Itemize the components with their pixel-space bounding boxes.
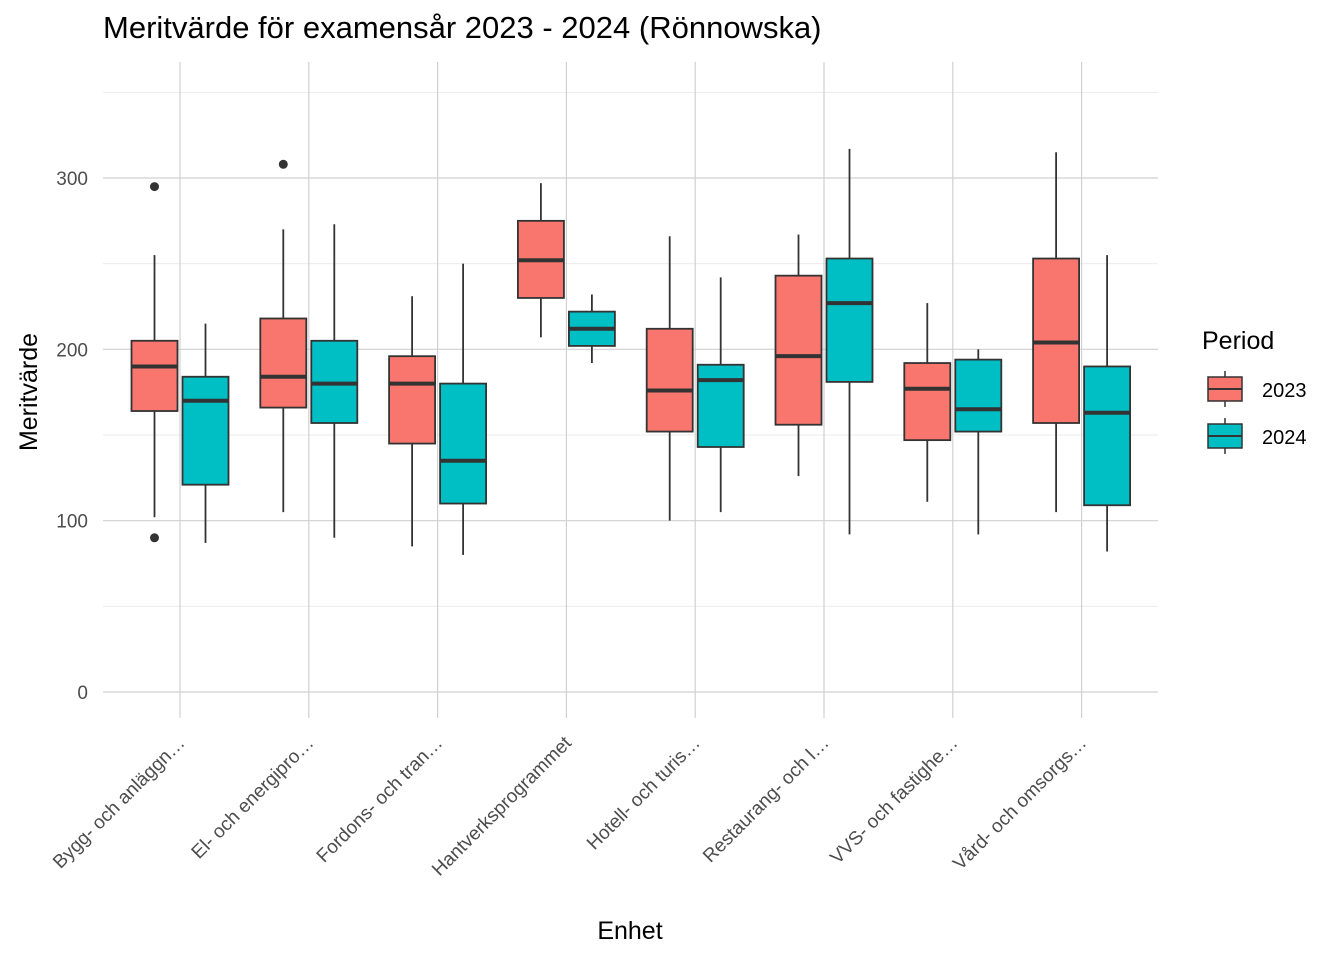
x-tick-label: VVS- och fastighe… bbox=[827, 733, 963, 869]
y-axis-ticks: 0 100 200 300 bbox=[56, 169, 88, 704]
box-rect bbox=[1083, 365, 1131, 507]
x-axis-title: Enhet bbox=[597, 917, 662, 945]
grid-lines bbox=[103, 62, 1158, 718]
legend: Period 2023 2024 bbox=[1202, 327, 1307, 454]
boxes-layer bbox=[130, 148, 1131, 555]
box-2023-0 bbox=[130, 182, 179, 543]
box-2024-2 bbox=[439, 263, 488, 555]
box-2023-5 bbox=[774, 234, 823, 477]
box-rect bbox=[130, 339, 179, 412]
x-tick-label: Hotell- och turis… bbox=[583, 733, 705, 855]
box-rect bbox=[645, 327, 694, 433]
outlier-point bbox=[150, 533, 159, 543]
x-tick-label: Hantverksprogrammet bbox=[428, 732, 576, 880]
y-tick-label: 200 bbox=[56, 340, 88, 361]
box-2024-6 bbox=[954, 349, 1003, 535]
y-tick-label: 100 bbox=[56, 512, 88, 533]
chart-title: Meritvärde för examensår 2023 - 2024 (Rö… bbox=[103, 10, 822, 45]
box-rect bbox=[954, 358, 1003, 433]
x-tick-label: Restaurang- och l… bbox=[699, 733, 833, 867]
box-2024-0 bbox=[181, 323, 230, 543]
box-2024-3 bbox=[568, 294, 616, 364]
box-2023-7 bbox=[1032, 152, 1080, 513]
box-rect bbox=[774, 274, 823, 426]
box-2023-6 bbox=[903, 303, 952, 502]
box-rect bbox=[903, 362, 952, 442]
box-2024-1 bbox=[310, 224, 359, 538]
box-rect bbox=[439, 382, 488, 505]
box-rect bbox=[259, 317, 308, 409]
x-axis-ticks: Bygg- och anläggn…El- och energipro…Ford… bbox=[49, 732, 1091, 880]
box-rect bbox=[825, 257, 874, 383]
legend-item-2024: 2024 bbox=[1207, 418, 1307, 454]
legend-label: 2024 bbox=[1262, 427, 1307, 449]
outlier-point bbox=[278, 159, 288, 169]
outlier-point bbox=[150, 182, 159, 192]
box-2023-2 bbox=[388, 296, 437, 547]
y-tick-label: 300 bbox=[56, 169, 88, 190]
box-2024-5 bbox=[825, 148, 874, 535]
x-tick-label: Bygg- och anläggn… bbox=[49, 733, 189, 873]
x-tick-label: El- och energipro… bbox=[188, 733, 319, 864]
box-2023-4 bbox=[645, 236, 694, 521]
box-rect bbox=[388, 355, 437, 445]
box-rect bbox=[181, 375, 230, 486]
y-tick-label: 0 bbox=[77, 683, 88, 704]
box-2024-7 bbox=[1083, 255, 1131, 552]
box-2023-3 bbox=[517, 183, 565, 338]
legend-title: Period bbox=[1202, 327, 1274, 355]
box-2024-4 bbox=[696, 277, 745, 513]
legend-item-2023: 2023 bbox=[1207, 371, 1307, 407]
x-tick-label: Vård- och omsorgs… bbox=[949, 733, 1091, 875]
x-tick-label: Fordons- och tran… bbox=[313, 733, 447, 867]
box-rect bbox=[696, 363, 745, 448]
legend-label: 2023 bbox=[1262, 380, 1307, 402]
y-axis-title: Meritvärde bbox=[15, 333, 43, 451]
box-2023-1 bbox=[259, 159, 308, 513]
